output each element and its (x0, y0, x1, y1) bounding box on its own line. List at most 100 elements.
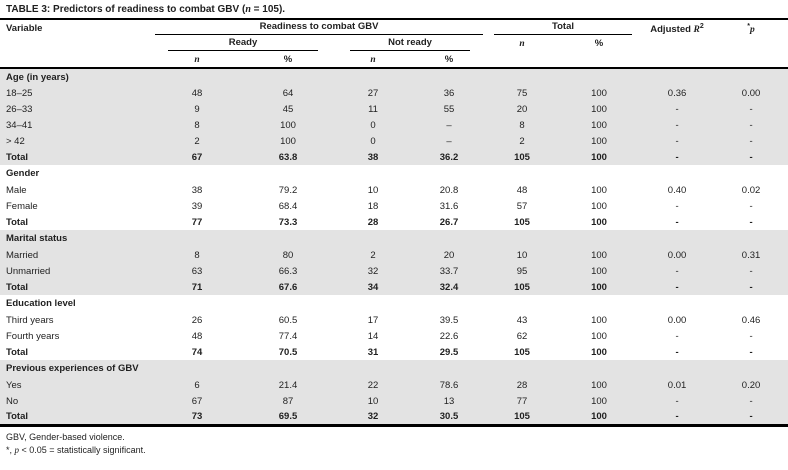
table-row: Total 74 70.5 31 29.5 105 100 - - (0, 344, 788, 360)
data-cell: 8 (152, 117, 242, 133)
data-cell: 67 (152, 149, 242, 165)
data-cell: 77.4 (278, 330, 298, 342)
col-header-ready: Ready (152, 36, 334, 52)
data-cell: 18 (367, 200, 379, 212)
header-row-3: n % n % (0, 52, 788, 68)
data-cell: 77 (486, 393, 559, 409)
footnote-gbv: GBV, Gender-based violence. (6, 432, 125, 442)
data-cell: 2 (152, 133, 242, 149)
data-cell: - (675, 330, 679, 342)
data-cell: - (640, 409, 715, 425)
data-cell: 8 (486, 117, 559, 133)
data-cell: 26.7 (439, 216, 459, 228)
data-cell: 100 (558, 409, 641, 425)
data-cell: - (749, 330, 753, 342)
data-cell: 100 (558, 393, 641, 409)
section-row: Marital status (0, 230, 788, 247)
data-cell: - (675, 200, 679, 212)
data-cell: 2 (486, 133, 559, 149)
data-cell: 33.7 (412, 263, 487, 279)
data-cell: 36 (412, 85, 487, 101)
data-cell: 69.5 (242, 409, 334, 425)
table-row: > 42 2 100 0–2 100- - (0, 133, 788, 149)
data-cell: 38 (334, 149, 412, 165)
section-label: Education level (6, 298, 76, 309)
data-cell: 55 (412, 101, 487, 117)
data-cell: 36.2 (412, 149, 487, 165)
data-cell: - (714, 117, 788, 133)
data-cell: 8 (152, 247, 242, 263)
section-row: Education level (0, 295, 788, 312)
data-cell: 39 (191, 200, 203, 212)
data-cell: 68.4 (278, 200, 298, 212)
col-header-ready-pct: % (283, 54, 293, 65)
data-cell: 38 (191, 184, 203, 196)
row-label: Yes (0, 377, 152, 393)
data-cell: 6 (152, 377, 242, 393)
data-cell: 100 (558, 279, 641, 295)
table-header: Variable Readiness to combat GBV Total A… (0, 20, 788, 68)
data-cell: - (640, 279, 715, 295)
data-cell: 31.6 (439, 200, 459, 212)
row-label: Unmarried (0, 263, 152, 279)
data-cell: - (714, 149, 788, 165)
section-label: Gender (6, 168, 40, 179)
row-label: Fourth years (6, 330, 60, 342)
data-cell: 71 (152, 279, 242, 295)
data-cell: - (714, 101, 788, 117)
data-cell: 43 (516, 314, 528, 326)
data-cell: 74 (191, 346, 203, 358)
data-cell: 14 (367, 330, 379, 342)
col-header-ready-n: n (194, 55, 200, 65)
data-cell: 100 (558, 377, 641, 393)
data-cell: 100 (242, 133, 334, 149)
row-label: 34–41 (0, 117, 152, 133)
data-cell: - (640, 149, 715, 165)
table-3-figure: TABLE 3: Predictors of readiness to comb… (0, 4, 788, 455)
section-row: Gender (0, 165, 788, 182)
row-label: Third years (6, 314, 54, 326)
col-header-variable: Variable (6, 23, 43, 34)
row-label: No (0, 393, 152, 409)
data-cell: 100 (591, 330, 607, 342)
row-label: > 42 (0, 133, 152, 149)
data-cell: 20 (412, 247, 487, 263)
data-cell: 0.02 (741, 184, 761, 196)
data-cell: 67.6 (242, 279, 334, 295)
data-cell: 62 (516, 330, 528, 342)
data-cell: 13 (412, 393, 487, 409)
data-cell: 75 (486, 85, 559, 101)
data-cell: 32.4 (412, 279, 487, 295)
data-cell: 105 (486, 149, 559, 165)
section-label: Marital status (0, 230, 788, 247)
data-cell: - (749, 200, 753, 212)
data-cell: 10 (367, 184, 379, 196)
col-header-readiness: Readiness to combat GBV (152, 20, 486, 36)
data-cell: 66.3 (242, 263, 334, 279)
data-cell: 100 (591, 216, 607, 228)
data-cell: - (640, 133, 715, 149)
data-cell: 20 (486, 101, 559, 117)
col-header-p: *p (747, 23, 755, 36)
table-title-n: n (245, 4, 251, 15)
data-cell: 77 (191, 216, 203, 228)
data-cell: - (749, 216, 753, 228)
data-cell: – (412, 117, 487, 133)
data-cell: - (714, 279, 788, 295)
data-cell: - (675, 346, 679, 358)
data-cell: 100 (558, 247, 641, 263)
data-cell: 100 (558, 149, 641, 165)
data-cell: 45 (242, 101, 334, 117)
table-row: Married 8 80 2 20 10 100 0.00 0.31 (0, 247, 788, 263)
data-cell: 100 (591, 184, 607, 196)
col-header-total-pct: % (594, 38, 604, 49)
table-body: Age (in years) 18–25 48 64 27 36 75 100 0.36 0.00… (0, 68, 788, 425)
data-cell: – (412, 133, 487, 149)
data-cell: 17 (367, 314, 379, 326)
data-cell: - (714, 393, 788, 409)
data-cell: 29.5 (439, 346, 459, 358)
data-cell: 0.31 (714, 247, 788, 263)
data-cell: 48 (516, 184, 528, 196)
data-cell: 95 (486, 263, 559, 279)
data-cell: 100 (558, 133, 641, 149)
